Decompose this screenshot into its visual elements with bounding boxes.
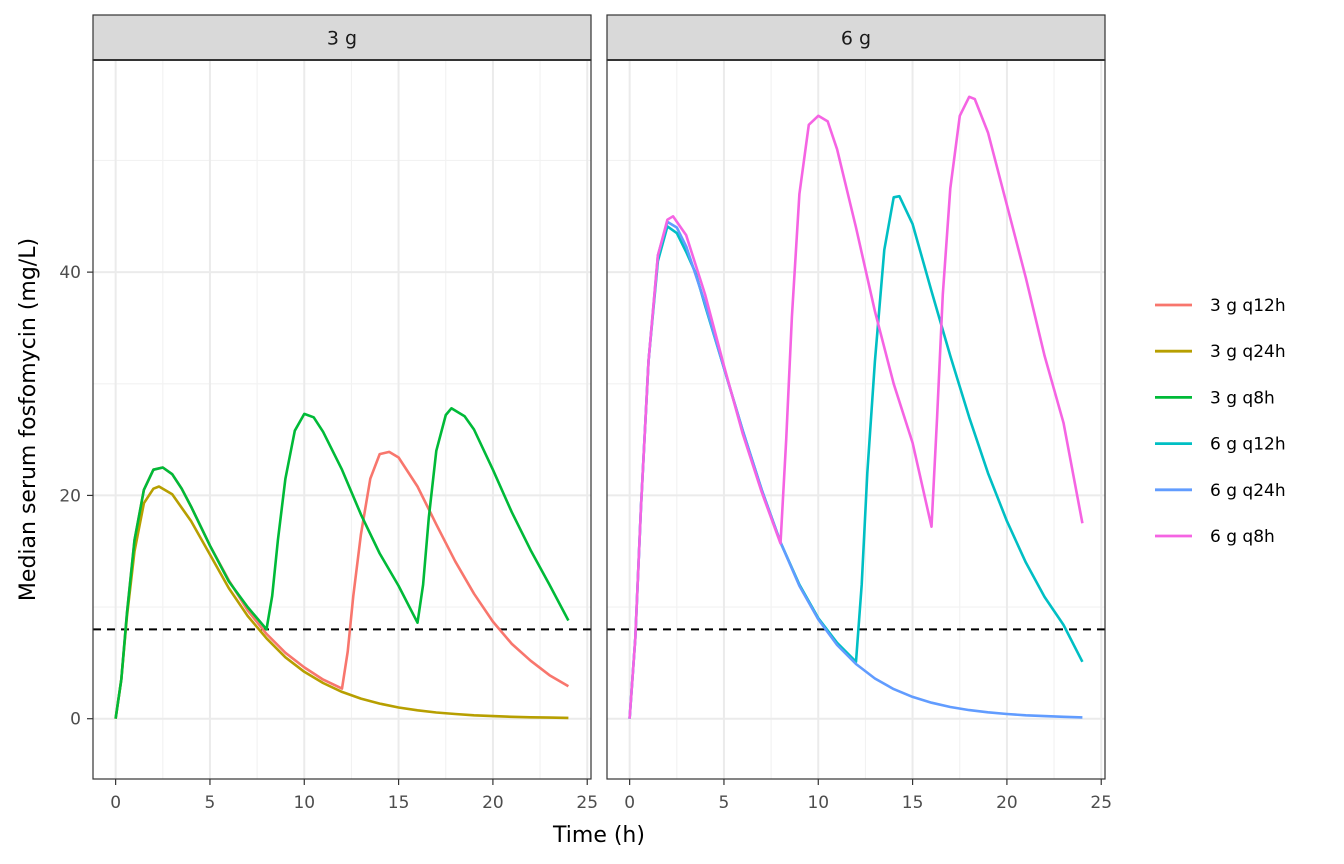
y-axis-title: Median serum fosfomycin (mg/L) xyxy=(16,238,41,601)
panel-background xyxy=(607,60,1105,779)
legend-label: 6 g q8h xyxy=(1210,527,1275,547)
legend-label: 3 g q8h xyxy=(1210,388,1275,408)
x-tick-label: 10 xyxy=(807,793,829,813)
legend-item: 6 g q24h xyxy=(1155,481,1286,501)
x-tick-label: 0 xyxy=(624,793,635,813)
x-tick-label: 20 xyxy=(996,793,1018,813)
x-tick-label: 5 xyxy=(205,793,216,813)
x-tick-label: 0 xyxy=(110,793,121,813)
legend-item: 3 g q8h xyxy=(1155,388,1275,408)
legend-item: 6 g q8h xyxy=(1155,527,1275,547)
x-tick-label: 25 xyxy=(576,793,598,813)
facet-strip xyxy=(92,14,592,61)
facet-strip-label: 3 g xyxy=(327,28,357,50)
panel-background xyxy=(93,60,591,779)
series-line-6-g-q8h xyxy=(628,95,1084,719)
series-line-3-g-q8h xyxy=(114,407,570,719)
x-tick-label: 15 xyxy=(388,793,410,813)
x-tick-label: 15 xyxy=(902,793,924,813)
x-tick-label: 5 xyxy=(719,793,730,813)
x-tick-label: 25 xyxy=(1090,793,1112,813)
series-line-3-g-q24h xyxy=(114,485,569,720)
legend-label: 6 g q12h xyxy=(1210,435,1286,455)
y-tick-label: 0 xyxy=(70,710,81,730)
legend-label: 3 g q24h xyxy=(1210,342,1286,362)
x-tick-label: 20 xyxy=(482,793,504,813)
series-line-6-g-q12h xyxy=(628,194,1084,719)
legend: 3 g q12h 3 g q24h 3 g q8h 6 g q12h 6 g q24h 6… xyxy=(1155,296,1286,547)
facet-panel-0: 3 g 0 5 10 15 20 25 0 20 40 xyxy=(59,14,598,813)
legend-label: 3 g q12h xyxy=(1210,296,1286,316)
facet-panel-1: 6 g 0 5 10 15 20 25 xyxy=(606,14,1112,813)
legend-item: 3 g q12h xyxy=(1155,296,1286,316)
facet-strip-label: 6 g xyxy=(841,28,871,50)
legend-item: 3 g q24h xyxy=(1155,342,1286,362)
x-axis-title: Time (h) xyxy=(552,823,645,848)
x-tick-label: 10 xyxy=(293,793,315,813)
legend-label: 6 g q24h xyxy=(1210,481,1286,501)
facet-strip xyxy=(606,14,1106,61)
y-tick-label: 40 xyxy=(59,263,81,283)
y-tick-label: 20 xyxy=(59,486,81,506)
legend-item: 6 g q12h xyxy=(1155,435,1286,455)
